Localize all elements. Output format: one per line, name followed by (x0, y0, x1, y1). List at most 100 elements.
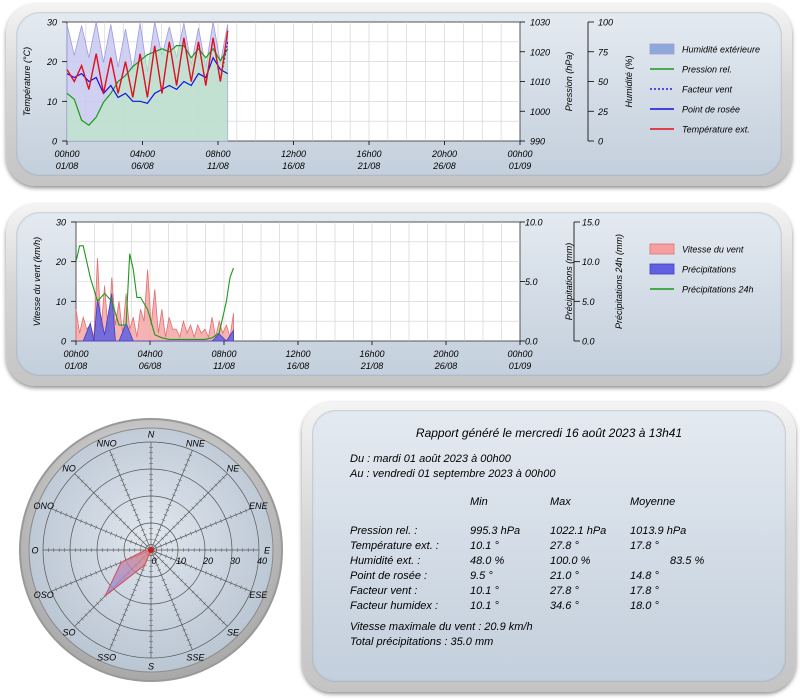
rose-ring-label: 40 (257, 556, 267, 566)
rose-spoke-tick (219, 519, 222, 524)
rose-spoke-tick (120, 618, 125, 621)
wind-axis-tick-label: 0 (61, 337, 66, 347)
x-tick-date-label: 26/08 (432, 161, 456, 171)
rose-spoke-tick (138, 573, 143, 576)
rose-spoke-tick (70, 581, 73, 586)
x-tick-time-label: 16h00 (356, 149, 381, 159)
pressure-axis-title: Pression (hPa) (564, 52, 574, 112)
report-row-max: 21.0 ° (550, 570, 579, 582)
rose-spoke-tick (122, 613, 127, 616)
rose-spoke-tick (126, 525, 130, 529)
report-row-label: Température ext. : (350, 540, 439, 552)
rose-spoke-tick (118, 623, 122, 626)
rose-spoke-tick (174, 537, 177, 542)
rose-spoke-tick (164, 533, 168, 537)
rose-spoke-tick (169, 539, 172, 544)
rose-spoke-tick (115, 514, 119, 518)
rose-spoke-tick (134, 583, 139, 586)
rose-spoke-tick (214, 574, 217, 579)
x-tick-time-label: 12h00 (281, 149, 306, 159)
rose-spoke-tick (109, 454, 114, 457)
rose-spoke-tick (199, 527, 202, 532)
x-tick-time-label: 00h00 (507, 149, 532, 159)
rose-spoke-tick (126, 603, 131, 606)
rose-ring-label: 20 (202, 556, 213, 566)
precipitation-24h-axis-tick-label: 15.0 (582, 218, 600, 228)
rose-spoke-tick (184, 464, 189, 467)
x-tick-time-label: 20h00 (432, 349, 458, 359)
rose-spoke-tick (172, 525, 176, 529)
precipitation-24h-axis-title: Précipitations 24h (mm) (614, 234, 624, 329)
precipitation-24h-line (75, 245, 235, 340)
rose-spoke-tick (206, 491, 210, 495)
precipitation-24h-axis-tick-label: 0.0 (582, 337, 595, 347)
rose-spoke-tick (164, 541, 167, 546)
rose-spoke-tick (184, 633, 189, 636)
report-row-avg: 83.5 % (670, 555, 705, 567)
rose-spoke-tick (85, 521, 88, 526)
rose-spoke-tick (84, 613, 88, 617)
humidity-axis-tick-label: 100 (598, 18, 613, 28)
rose-spoke-tick (80, 617, 84, 621)
x-tick-date-label: 26/08 (434, 361, 458, 371)
temperature-axis-tick-label: 20 (46, 57, 57, 67)
rose-spoke-tick (188, 643, 193, 646)
rose-spoke-tick (99, 498, 103, 502)
rose-spoke-tick (179, 517, 184, 522)
rose-spoke-tick (174, 558, 177, 563)
rose-spoke-tick (194, 529, 197, 534)
rose-direction-label: ENE (249, 501, 269, 511)
x-tick-time-label: 16h00 (359, 349, 384, 359)
rose-direction-label: NE (227, 464, 240, 474)
legend-label: Précipitations 24h (682, 285, 754, 295)
rose-ring-label: 30 (230, 556, 240, 566)
rose-spoke-tick (95, 601, 100, 606)
rose-spoke-tick (177, 618, 182, 621)
precipitation-axis-tick-label: 10.0 (525, 218, 543, 228)
x-tick-date-label: 21/08 (360, 361, 384, 371)
rose-spoke-tick (124, 608, 129, 611)
rose-spoke-tick (138, 524, 143, 527)
rose-spoke-tick (105, 529, 108, 534)
rose-spoke-tick (137, 536, 142, 541)
rose-spoke-tick (107, 506, 111, 510)
wind-axis-tick-label: 20 (55, 257, 66, 267)
rose-spoke-tick (140, 568, 145, 571)
legend-label: Humidité extérieure (682, 45, 760, 55)
report-row-min: 10.1 ° (470, 585, 499, 597)
rose-spoke-tick (115, 533, 118, 538)
wind-axis-title: Vitesse du vent (km/h) (32, 237, 42, 326)
temperature-chart-panel: 0 10 20 30 Température (°C) 990 1000 1010 1020 10… (6, 4, 792, 186)
rose-spoke-tick (204, 525, 207, 530)
rose-spoke-tick (234, 512, 237, 517)
rose-spoke-tick (113, 464, 118, 467)
temperature-axis-tick-label: 30 (47, 18, 57, 28)
rose-spoke-tick (202, 494, 207, 499)
rose-spoke-tick (183, 582, 187, 586)
rose-direction-label: ESE (249, 590, 268, 600)
rose-spoke-tick (206, 605, 210, 609)
rose-spoke-tick (155, 563, 160, 566)
rose-spoke-tick (210, 487, 214, 491)
rose-spoke-tick (76, 620, 81, 625)
rose-spoke-tick (115, 469, 120, 472)
report-row-max: 27.8 ° (550, 540, 579, 552)
precipitation-area (76, 293, 234, 342)
humidity-axis-tick-label: 0 (598, 137, 603, 147)
rose-spoke-tick (120, 535, 123, 540)
rose-spoke-tick (167, 593, 172, 596)
rose-spoke-tick (88, 487, 92, 491)
rose-spoke-tick (210, 609, 214, 613)
rose-spoke-tick (183, 514, 187, 518)
rose-spoke-tick (144, 539, 149, 542)
rose-spoke-tick (218, 617, 222, 621)
pressure-axis-tick-label: 990 (530, 137, 545, 147)
x-tick-time-label: 08h00 (205, 149, 230, 159)
rose-direction-label: N (148, 430, 155, 440)
rose-spoke-tick (189, 531, 192, 536)
report-row-max: 1022.1 hPa (550, 525, 607, 537)
temperature-axis-tick-label: 10 (47, 97, 57, 107)
x-tick-date-label: 16/08 (282, 161, 305, 171)
rose-spoke-tick (179, 560, 182, 565)
x-tick-date-label: 01/09 (509, 161, 532, 171)
